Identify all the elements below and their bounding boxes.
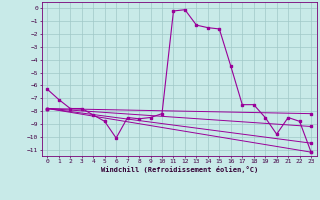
- X-axis label: Windchill (Refroidissement éolien,°C): Windchill (Refroidissement éolien,°C): [100, 166, 258, 173]
